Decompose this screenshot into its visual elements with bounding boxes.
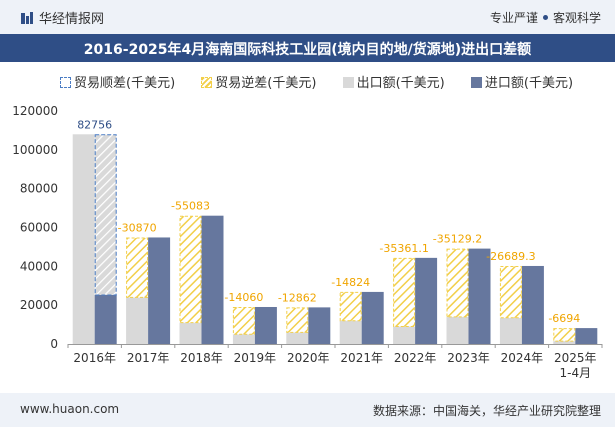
import-bar [575, 328, 598, 344]
x-tick-label: 2021年 [340, 351, 383, 365]
export-bar [339, 320, 362, 344]
surplus-bar [94, 134, 117, 296]
legend-item-surplus: 贸易顺差(千美元) [60, 72, 175, 91]
y-tick-label: 80000 [20, 182, 58, 196]
balance-data-label: -14824 [331, 276, 370, 289]
export-bar [446, 316, 469, 344]
legend-item-export: 出口额(千美元) [342, 72, 445, 91]
x-tick-label: 2022年 [394, 351, 437, 365]
top-bar: 华经情报网 专业严谨 客观科学 [0, 0, 615, 34]
legend-item-deficit: 贸易逆差(千美元) [201, 72, 316, 91]
deficit-bar [446, 248, 469, 318]
x-tick-label: 2023年 [447, 351, 490, 365]
balance-data-label: -12862 [278, 291, 317, 304]
deficit-bar [393, 257, 416, 328]
legend-label-surplus: 贸易顺差(千美元) [74, 76, 176, 91]
deficit-bar [286, 307, 309, 333]
y-tick-label: 40000 [20, 259, 58, 273]
import-bar [308, 307, 331, 344]
x-tick-label: 2017年 [127, 351, 170, 365]
deficit-bar [126, 237, 149, 298]
balance-data-label: 82756 [77, 118, 112, 131]
x-tick-label: 2024年 [501, 351, 544, 365]
legend-swatch-surplus [60, 77, 71, 88]
export-bar [553, 341, 576, 344]
tagline-dot-icon [542, 15, 548, 20]
balance-data-label: -30870 [118, 221, 157, 234]
y-tick-label: 0 [50, 337, 58, 351]
x-tick-label: 2018年 [180, 351, 223, 365]
export-bar [72, 134, 95, 344]
balance-data-label: -26689.3 [486, 250, 535, 263]
balance-data-label: -35129.2 [433, 233, 482, 246]
x-tick-label: 2016年 [73, 351, 116, 365]
x-tick-label: 2020年 [287, 351, 330, 365]
y-tick-label: 60000 [20, 221, 58, 235]
legend-item-import: 进口额(千美元) [470, 72, 574, 91]
legend-label-export: 出口额(千美元) [356, 76, 445, 91]
legend-swatch-export [342, 77, 354, 88]
import-bar [521, 265, 544, 344]
x-tick-label: 1-4月 [559, 366, 591, 380]
import-bar [201, 215, 224, 344]
chart-plot: 0 20000 40000 60000 80000 100000 120000 2016年 20… [12, 104, 603, 380]
deficit-bar [179, 215, 202, 324]
legend-swatch-deficit [201, 77, 213, 88]
deficit-bar [232, 306, 255, 335]
brand-name: 华经情报网 [39, 12, 105, 27]
balance-data-label: -6694 [548, 312, 580, 325]
export-bar [126, 297, 149, 344]
tagline-left: 专业严谨 [489, 11, 538, 25]
import-bar [361, 291, 384, 344]
export-bar [179, 322, 202, 344]
legend-label-deficit: 贸易逆差(千美元) [215, 76, 317, 91]
import-bar [254, 306, 277, 344]
brand-logo-icon [21, 12, 33, 24]
deficit-bar [553, 328, 576, 342]
balance-data-label: -35361.1 [379, 242, 428, 255]
footer-source: 数据来源：中国海关，华经产业研究院整理 [372, 404, 601, 418]
x-tick-label: 2025年 [554, 351, 597, 365]
brand: 华经情报网 [20, 8, 104, 27]
export-bar [232, 334, 255, 344]
import-bar [415, 257, 438, 344]
export-bar [286, 332, 309, 344]
chart-title: 2016-2025年4月海南国际科技工业园(境内目的地/货源地)进出口差额 [83, 42, 532, 58]
legend-label-import: 进口额(千美元) [484, 76, 574, 91]
legend-swatch-import [470, 77, 482, 88]
y-tick-label: 120000 [12, 104, 58, 118]
deficit-bar [499, 265, 522, 319]
tagline: 专业严谨 客观科学 [490, 9, 601, 26]
title-bar: 2016-2025年4月海南国际科技工业园(境内目的地/货源地)进出口差额 [0, 34, 615, 62]
export-bar [393, 326, 416, 344]
chart-legend: 贸易顺差(千美元) 贸易逆差(千美元) 出口额(千美元) 进口额(千美元) [60, 72, 595, 91]
y-tick-label: 100000 [12, 143, 58, 157]
footer-website: www.huaon.com [20, 402, 120, 416]
y-tick-label: 20000 [20, 298, 58, 312]
import-bar [148, 237, 171, 344]
import-bar [468, 248, 491, 344]
import-bar [94, 294, 117, 344]
balance-data-label: -14060 [224, 291, 263, 304]
balance-data-label: -55083 [171, 200, 210, 213]
x-tick-label: 2019年 [234, 351, 277, 365]
deficit-bar [339, 291, 362, 322]
export-bar [499, 317, 522, 344]
tagline-right: 客观科学 [552, 11, 601, 25]
footer-bar: www.huaon.com 数据来源：中国海关，华经产业研究院整理 [0, 393, 615, 427]
